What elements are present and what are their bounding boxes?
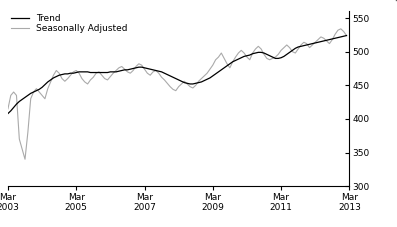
Legend: Trend, Seasonally Adjusted: Trend, Seasonally Adjusted [10,13,128,34]
Seasonally Adjusted [23,158,27,161]
Seasonally Adjusted [338,27,343,30]
Trend [239,56,244,59]
Seasonally Adjusted [242,52,247,54]
Seasonally Adjusted [79,77,84,80]
Seasonally Adjusted [276,53,281,56]
Seasonally Adjusted [6,107,10,110]
Line: Trend: Trend [8,36,347,114]
Trend [333,37,337,39]
Trend [344,34,349,37]
Trend [96,71,101,74]
Seasonally Adjusted [99,74,104,76]
Text: '000: '000 [394,0,397,8]
Trend [77,71,81,73]
Seasonally Adjusted [196,80,201,83]
Trend [273,57,278,60]
Trend [193,82,198,85]
Seasonally Adjusted [335,29,340,32]
Line: Seasonally Adjusted: Seasonally Adjusted [8,29,347,159]
Seasonally Adjusted [344,34,349,37]
Trend [6,112,10,115]
